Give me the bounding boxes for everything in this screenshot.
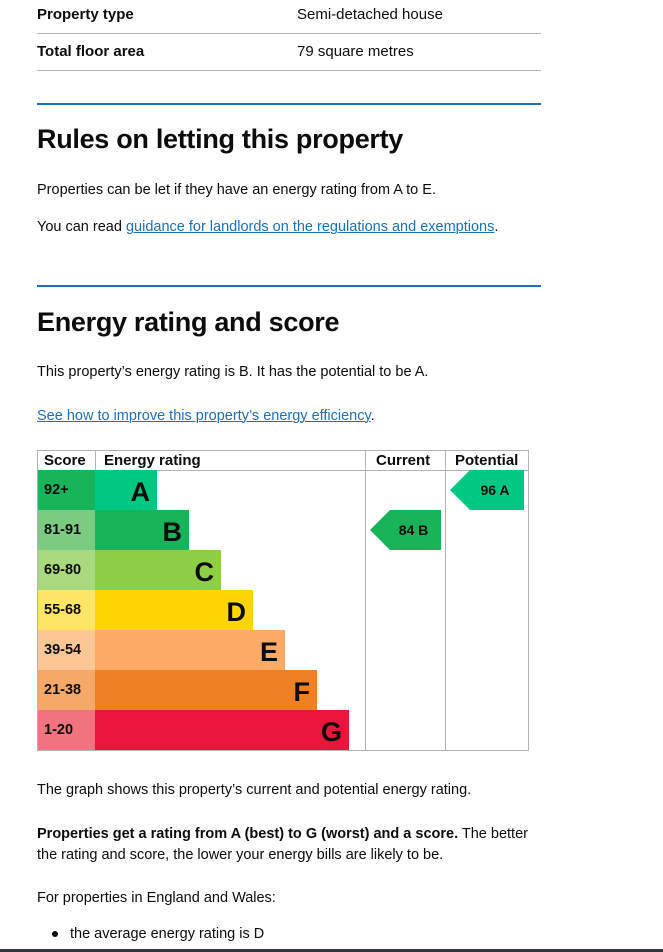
section-divider — [37, 285, 541, 287]
bullet-item: the average energy rating is D — [70, 926, 265, 942]
summary-value: Semi-detached house — [297, 6, 443, 23]
current-rating-arrow — [370, 510, 441, 550]
score-label-c: 69-80 — [44, 562, 81, 578]
rating-bar-e — [95, 630, 285, 670]
rating-letter-d: D — [227, 597, 247, 627]
current-header: Current — [376, 452, 430, 469]
graph-explanation: The graph shows this property’s current … — [37, 782, 472, 798]
score-cell-e — [38, 630, 95, 670]
rating-bar-c — [95, 550, 221, 590]
energy-rating-graph: Score Energy rating Current Potential 92+ A 81… — [37, 450, 529, 751]
rules-heading: Rules on letting this property — [37, 124, 404, 154]
section-divider — [37, 103, 541, 105]
bullet-icon — [52, 931, 58, 937]
score-cell-a — [38, 470, 95, 510]
guidance-paragraph: You can read guidance for landlords on t… — [37, 217, 541, 238]
summary-row-floor-area: Total floor area 79 square metres — [37, 34, 541, 71]
guidance-prefix: You can read — [37, 219, 126, 235]
score-cell-c — [38, 550, 95, 590]
rating-bar-g — [95, 710, 349, 750]
score-label-g: 1-20 — [44, 722, 73, 738]
energy-rating-chart: Score Energy rating Current Potential 92+ A 81… — [37, 450, 530, 757]
current-rating-label: 84 B — [399, 522, 429, 538]
rating-bar-f — [95, 670, 317, 710]
score-label-b: 81-91 — [44, 522, 81, 538]
rating-bar-b — [95, 510, 189, 550]
summary-value: 79 square metres — [297, 43, 414, 60]
rating-explanation-rest: The better the rating and score, the low… — [37, 826, 528, 863]
rating-letter-a: A — [131, 477, 151, 507]
rating-letter-g: G — [321, 717, 342, 747]
summary-row-property-type: Property type Semi-detached house — [37, 0, 541, 34]
score-label-a: 92+ — [44, 482, 69, 498]
improve-link[interactable]: See how to improve this property’s energ… — [37, 408, 371, 424]
rating-letter-b: B — [163, 517, 183, 547]
energy-rating-header: Energy rating — [104, 452, 201, 469]
region-text: For properties in England and Wales: — [37, 890, 276, 906]
score-label-f: 21-38 — [44, 682, 81, 698]
guidance-suffix: . — [494, 219, 499, 235]
energy-intro: This property’s energy rating is B. It h… — [37, 364, 429, 380]
rating-letter-c: C — [195, 557, 215, 587]
improve-suffix: . — [370, 408, 375, 424]
potential-rating-label: 96 A — [480, 482, 509, 498]
energy-heading: Energy rating and score — [37, 307, 340, 337]
potential-header: Potential — [455, 452, 518, 469]
summary-key: Property type — [37, 6, 134, 23]
rating-letter-f: F — [294, 677, 311, 707]
score-label-e: 39-54 — [44, 642, 81, 658]
rating-letter-e: E — [260, 637, 278, 667]
improve-paragraph: See how to improve this property’s energ… — [37, 406, 541, 427]
score-label-d: 55-68 — [44, 602, 81, 618]
score-cell-d — [38, 590, 95, 630]
rating-bar-a — [95, 470, 157, 510]
bottom-edge-bar — [0, 949, 663, 952]
score-cell-b — [38, 510, 95, 550]
score-cell-f — [38, 670, 95, 710]
rating-bar-d — [95, 590, 253, 630]
guidance-link[interactable]: guidance for landlords on the regulation… — [125, 219, 495, 235]
potential-rating-arrow — [450, 470, 524, 510]
score-header: Score — [44, 452, 86, 469]
rules-paragraph: Properties can be let if they have an en… — [37, 182, 436, 198]
rating-explanation-bold: Properties get a rating from A (best) to… — [37, 826, 459, 842]
summary-key: Total floor area — [37, 43, 145, 60]
score-cell-g — [38, 710, 95, 750]
rating-explanation: Properties get a rating from A (best) to… — [37, 824, 541, 866]
